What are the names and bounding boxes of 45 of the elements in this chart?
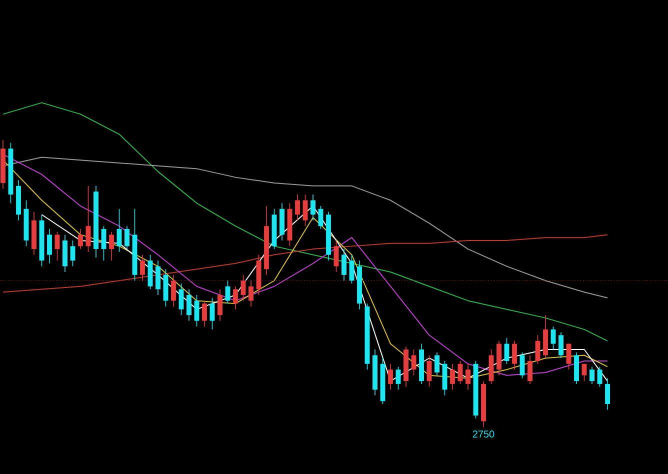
candlestick [590,366,594,384]
candlestick [248,280,254,307]
candlestick [520,352,525,379]
candlestick [597,366,602,388]
candlestick [450,363,455,390]
candlestick [295,194,300,221]
candlestick [466,363,470,390]
candlestick [426,354,432,388]
candlestick [54,231,60,261]
candlestick [582,363,587,382]
candlestick [194,294,200,327]
candlestick [86,186,91,252]
candlestick [202,300,207,327]
candlestick [349,254,354,284]
candlestick [218,288,222,322]
candlestick [140,254,145,282]
candlestick [388,363,393,390]
candlestick [210,297,215,330]
candlestick [334,240,339,272]
candlestick [233,286,238,310]
candlestick [566,343,572,370]
candlestick [558,332,564,359]
candlestick [528,354,532,384]
candlestick [78,228,83,250]
candlestick [434,352,440,376]
candlestick [116,208,122,252]
candlestick [156,260,160,296]
candlestick [512,340,517,370]
candlestick [186,288,192,322]
candlestick [124,226,130,250]
candlestick [109,231,114,261]
candlestick [342,248,346,282]
candlestick [550,326,556,350]
candlestick [605,378,610,410]
candlestick [101,226,106,261]
candlestick [178,283,184,316]
candlestick [47,228,52,264]
candlestick [396,366,401,390]
candlestick [302,194,308,226]
candlestick [310,194,316,221]
annotation: 2750 [472,430,494,438]
candlestick [70,240,76,267]
candlestick [240,274,246,302]
candlestick [171,274,176,307]
candlestick [535,334,540,364]
